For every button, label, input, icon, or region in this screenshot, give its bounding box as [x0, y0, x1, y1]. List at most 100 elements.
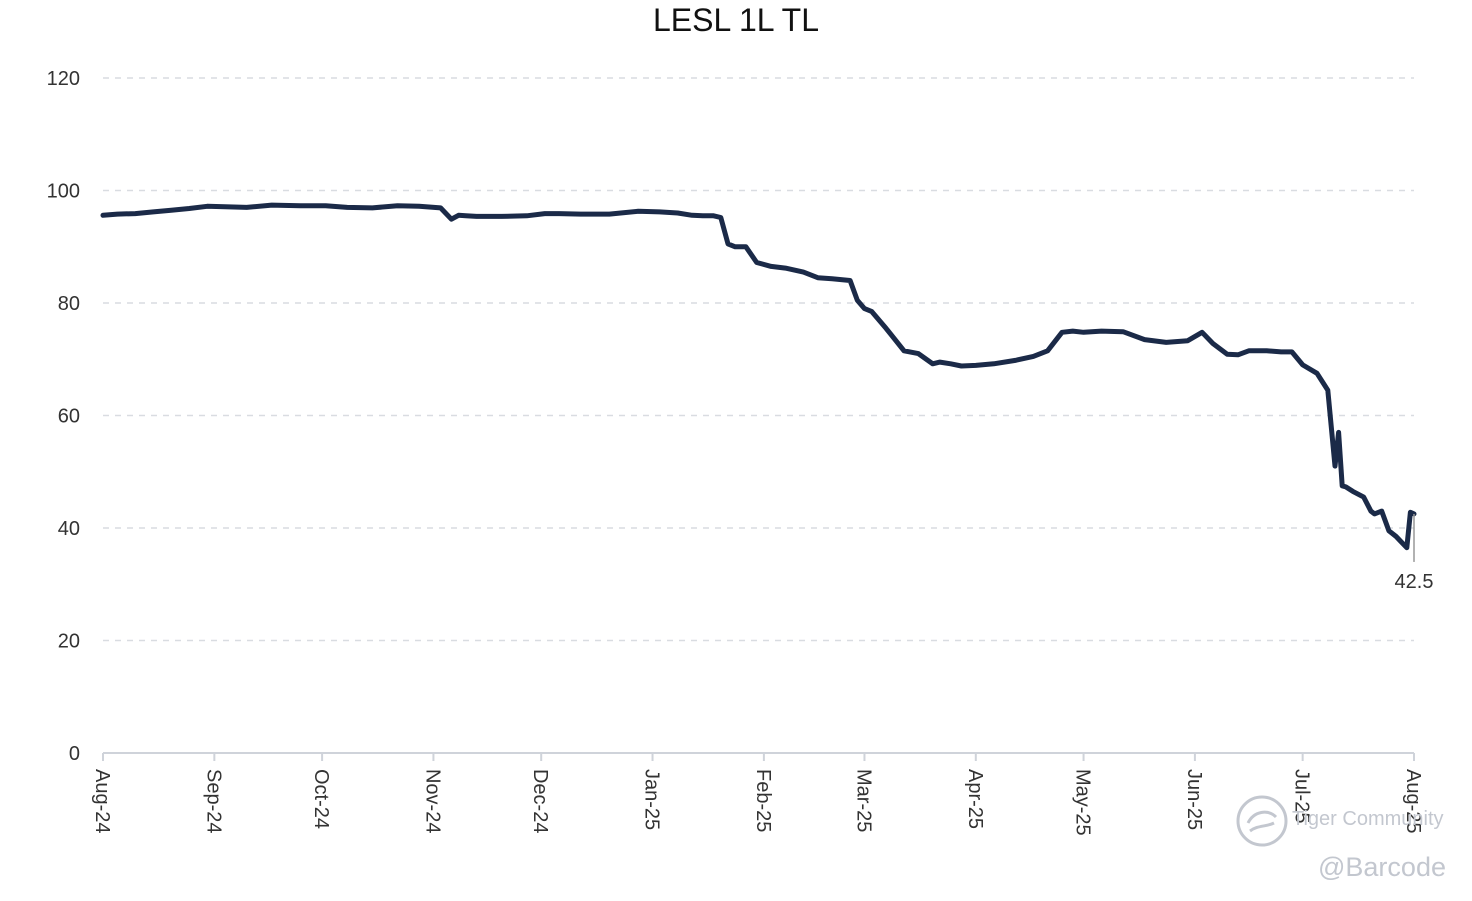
- x-tick-label-Sep-24: Sep-24: [202, 769, 224, 834]
- data-point: [1082, 331, 1085, 334]
- data-point: [884, 327, 888, 330]
- data-point: [658, 210, 661, 214]
- data-point: [938, 360, 942, 364]
- data-point: [1046, 349, 1049, 352]
- data-point: [1380, 509, 1383, 513]
- data-point: [188, 207, 191, 210]
- data-point: [457, 214, 460, 217]
- data-point: [637, 210, 640, 213]
- data-point: [902, 349, 906, 352]
- x-tick-label-May-25: May-25: [1072, 769, 1094, 836]
- x-tick-label-Jul-25: Jul-25: [1291, 769, 1313, 823]
- data-point: [1315, 372, 1319, 375]
- data-point: [206, 205, 209, 208]
- data-point: [346, 206, 349, 209]
- data-point: [101, 214, 105, 217]
- watermark-handle: @Barcode: [1318, 852, 1446, 882]
- y-tick-label-60: 60: [58, 406, 80, 428]
- y-axis: 0 20 40 60 80 100 120: [47, 68, 80, 765]
- data-point: [1337, 431, 1340, 434]
- data-point: [1247, 349, 1251, 352]
- watermark-community: Tiger Community: [1292, 808, 1444, 830]
- y-tick-label-0: 0: [69, 743, 80, 765]
- data-point: [1200, 331, 1204, 334]
- y-tick-label-120: 120: [47, 68, 80, 90]
- data-point: [755, 261, 758, 264]
- y-tick-label-100: 100: [47, 181, 80, 203]
- data-point: [802, 270, 805, 274]
- data-point: [1236, 353, 1240, 356]
- tiger-logo-icon: [1236, 795, 1288, 847]
- data-point: [1409, 511, 1412, 514]
- data-point: [863, 307, 866, 310]
- data-point: [701, 214, 704, 217]
- data-point: [1344, 485, 1348, 489]
- data-point: [734, 245, 737, 248]
- x-tick-label-Oct-24: Oct-24: [310, 769, 332, 829]
- data-point: [1143, 338, 1146, 341]
- data-point: [134, 212, 137, 215]
- data-point: [960, 364, 963, 368]
- x-tick-label-Jun-25: Jun-25: [1183, 769, 1205, 830]
- data-point: [464, 214, 467, 217]
- series-group: [100, 202, 1417, 551]
- data-point: [324, 204, 327, 207]
- data-point: [417, 205, 421, 208]
- data-point: [917, 352, 920, 355]
- data-point: [543, 212, 546, 215]
- data-point: [450, 218, 453, 221]
- data-point: [1279, 350, 1283, 354]
- x-tick-label-Jan-25: Jan-25: [641, 769, 663, 830]
- data-point: [1387, 529, 1391, 532]
- data-point: [712, 214, 715, 217]
- data-point: [676, 211, 679, 215]
- data-point: [170, 209, 173, 212]
- data-point: [1394, 535, 1398, 538]
- grid-lines: [103, 77, 1414, 642]
- data-point: [1405, 546, 1409, 549]
- data-point: [1351, 490, 1355, 493]
- data-point: [1301, 363, 1304, 367]
- data-point: [1362, 495, 1365, 499]
- data-point: [1165, 341, 1168, 344]
- data-point: [744, 245, 748, 248]
- data-point: [371, 206, 374, 210]
- data-point: [974, 364, 977, 367]
- x-tick-label-Dec-24: Dec-24: [529, 769, 551, 833]
- data-point: [1032, 355, 1035, 358]
- data-point: [1121, 330, 1125, 333]
- data-point: [830, 277, 834, 280]
- data-point: [475, 215, 478, 218]
- data-point: [856, 299, 859, 302]
- data-point: [1226, 353, 1229, 356]
- data-point: [769, 265, 773, 268]
- data-point: [719, 216, 722, 219]
- data-point: [500, 215, 503, 218]
- x-tick-label-Nov-24: Nov-24: [421, 769, 443, 833]
- x-tick-label-Mar-25: Mar-25: [852, 769, 874, 832]
- y-tick-label-80: 80: [58, 293, 80, 315]
- y-tick-label-20: 20: [58, 631, 80, 653]
- data-point: [525, 214, 528, 217]
- data-point: [152, 210, 155, 214]
- data-point: [439, 206, 442, 210]
- data-point: [1265, 349, 1268, 352]
- data-point: [1333, 464, 1337, 468]
- data-point: [1060, 331, 1064, 334]
- data-point: [992, 362, 995, 365]
- data-point: [1071, 329, 1075, 333]
- data-point: [1326, 389, 1330, 392]
- x-tick-label-Aug-25: Aug-25: [1402, 769, 1424, 834]
- data-point: [816, 276, 819, 279]
- data-point: [870, 310, 873, 313]
- annotations: 42.5: [1395, 513, 1434, 593]
- last-value-label: 42.5: [1395, 571, 1434, 593]
- data-point: [579, 212, 582, 216]
- data-point: [1369, 509, 1373, 513]
- data-point: [1341, 484, 1344, 487]
- data-point: [299, 204, 302, 207]
- x-tick-label-Aug-24: Aug-24: [91, 769, 113, 834]
- data-point: [1373, 512, 1376, 516]
- data-point: [1211, 342, 1215, 345]
